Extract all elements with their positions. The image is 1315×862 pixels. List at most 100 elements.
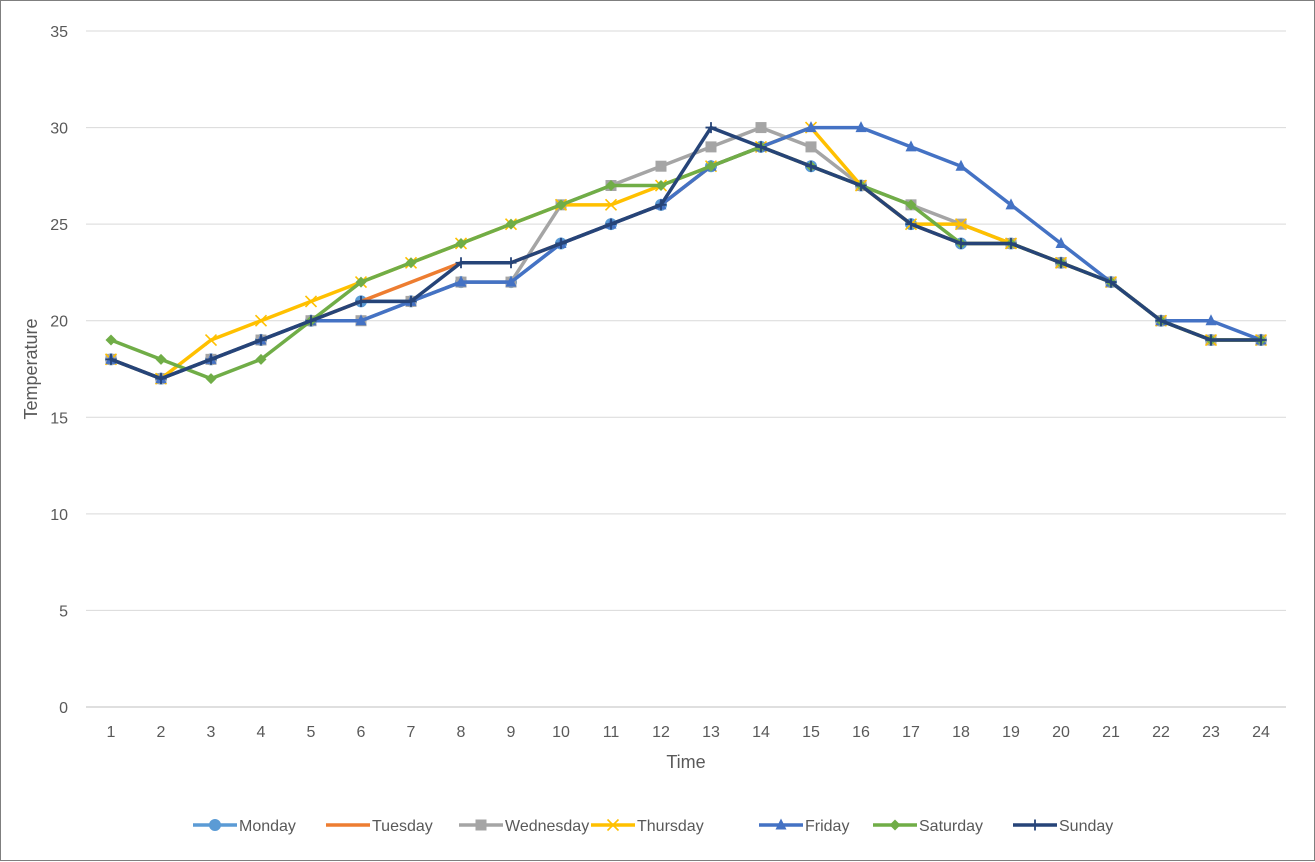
data-point-sunday: [505, 257, 517, 269]
data-point-sunday: [105, 353, 117, 365]
x-tick-label: 10: [552, 724, 570, 741]
x-tick-label: 18: [952, 724, 970, 741]
x-tick-label: 16: [852, 724, 870, 741]
y-tick-label: 30: [50, 121, 68, 138]
x-tick-label: 15: [802, 724, 820, 741]
legend-marker-friday: [775, 818, 787, 830]
x-tick-label: 6: [357, 724, 366, 741]
data-point-friday: [505, 275, 517, 287]
data-point-saturday: [355, 276, 367, 288]
x-tick-label: 23: [1202, 724, 1220, 741]
data-point-sunday: [555, 237, 567, 249]
legend-label-monday: Monday: [239, 818, 296, 835]
data-point-sunday: [655, 199, 667, 211]
data-point-sunday: [1105, 276, 1117, 288]
x-tick-label: 21: [1102, 724, 1120, 741]
x-tick-label: 17: [902, 724, 920, 741]
data-point-thursday: [604, 198, 618, 211]
x-tick-label: 3: [207, 724, 216, 741]
x-axis-title: Time: [666, 752, 705, 772]
data-point-friday: [855, 121, 867, 133]
data-point-sunday: [305, 315, 317, 327]
legend-label-sunday: Sunday: [1059, 818, 1113, 835]
legend-item-saturday: Saturday: [873, 818, 983, 835]
data-point-saturday: [255, 353, 267, 365]
x-tick-label: 20: [1052, 724, 1070, 741]
y-tick-label: 0: [59, 700, 68, 717]
legend: Monday Tuesday Wednesday Thursday Friday Satu…: [193, 818, 1113, 835]
data-point-friday: [955, 159, 967, 171]
legend-item-tuesday: Tuesday: [326, 818, 433, 835]
legend-item-wednesday: Wednesday: [459, 818, 589, 835]
data-point-saturday: [605, 180, 617, 192]
y-axis-title: Temperature: [21, 318, 41, 419]
legend-marker-wednesday: [475, 819, 487, 831]
legend-item-thursday: Thursday: [591, 818, 704, 835]
data-point-sunday: [205, 353, 217, 365]
data-point-saturday: [155, 353, 167, 365]
data-point-thursday: [254, 314, 268, 327]
x-tick-label: 4: [257, 724, 266, 741]
data-point-wednesday: [755, 122, 767, 134]
x-tick-label: 19: [1002, 724, 1020, 741]
legend-marker-sunday: [1029, 819, 1041, 831]
data-point-sunday: [455, 257, 467, 269]
series-monday: [105, 140, 1267, 385]
data-point-sunday: [155, 373, 167, 385]
data-point-sunday: [605, 218, 617, 230]
data-point-friday: [1055, 236, 1067, 248]
y-axis-ticks: 0 5 10 15 20 25 30 35: [50, 24, 68, 717]
data-point-saturday: [905, 199, 917, 211]
x-tick-label: 1: [107, 724, 116, 741]
legend-label-wednesday: Wednesday: [505, 818, 589, 835]
y-tick-label: 5: [59, 603, 68, 620]
data-point-sunday: [1055, 257, 1067, 269]
legend-marker-saturday: [889, 819, 901, 831]
legend-label-friday: Friday: [805, 818, 849, 835]
data-point-sunday: [1155, 315, 1167, 327]
data-point-wednesday: [705, 141, 717, 153]
data-point-saturday: [405, 257, 417, 269]
x-tick-label: 9: [507, 724, 516, 741]
data-point-sunday: [405, 295, 417, 307]
x-tick-label: 11: [603, 724, 620, 741]
data-point-sunday: [805, 160, 817, 172]
legend-item-friday: Friday: [759, 818, 849, 835]
x-tick-label: 5: [307, 724, 316, 741]
x-tick-label: 13: [702, 724, 720, 741]
data-point-sunday: [905, 218, 917, 230]
legend-item-sunday: Sunday: [1013, 818, 1113, 835]
y-tick-label: 35: [50, 24, 68, 41]
data-point-friday: [1205, 314, 1217, 326]
grid-layer: [86, 30, 1286, 708]
data-point-saturday: [705, 160, 717, 172]
data-point-friday: [355, 314, 367, 326]
data-point-sunday: [855, 180, 867, 192]
data-point-sunday: [755, 141, 767, 153]
y-tick-label: 10: [50, 507, 68, 524]
legend-label-saturday: Saturday: [919, 818, 983, 835]
data-point-sunday: [355, 295, 367, 307]
x-tick-label: 2: [157, 724, 166, 741]
x-axis-ticks: 1 2 3 4 5 6 7 8 9 10 11 12 13 14 15 16 17 18 19 20 21 22 23 24: [107, 724, 1270, 741]
data-point-thursday: [204, 333, 218, 347]
data-point-thursday: [954, 218, 968, 231]
series-saturday: [105, 141, 1267, 385]
data-point-friday: [905, 140, 917, 152]
y-tick-label: 20: [50, 314, 68, 331]
data-point-saturday: [455, 237, 467, 249]
data-point-saturday: [655, 180, 667, 192]
data-point-thursday: [304, 295, 318, 308]
data-point-friday: [805, 121, 817, 133]
series-line-sunday: [109, 125, 1263, 381]
legend-marker-monday: [209, 819, 221, 831]
data-point-wednesday: [805, 141, 817, 153]
data-point-saturday: [555, 199, 567, 211]
data-point-wednesday: [655, 160, 667, 172]
data-point-sunday: [1005, 237, 1017, 249]
y-tick-label: 15: [50, 410, 68, 427]
x-tick-label: 8: [457, 724, 466, 741]
x-tick-label: 12: [652, 724, 670, 741]
